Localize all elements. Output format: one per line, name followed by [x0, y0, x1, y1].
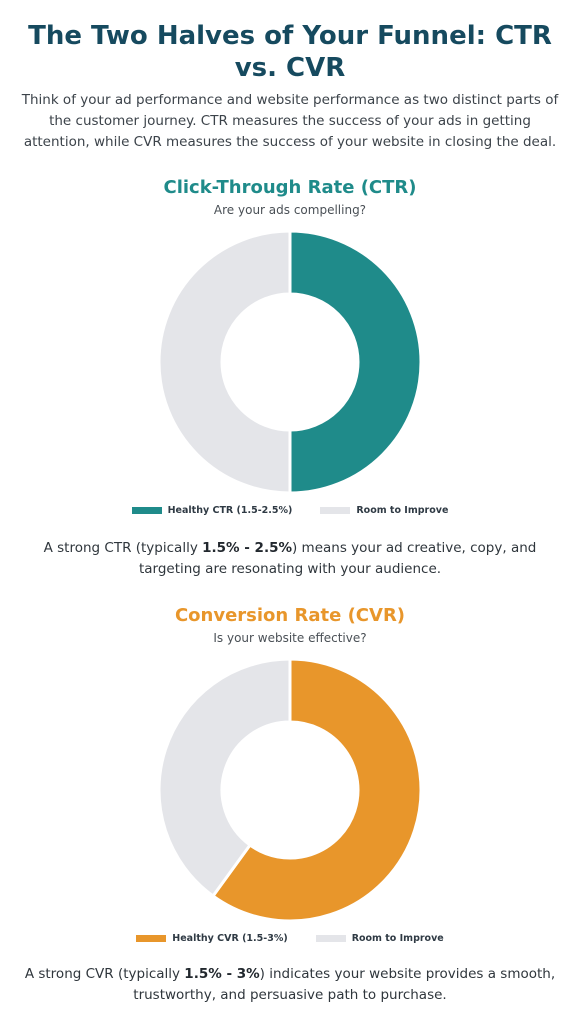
ctr-legend-label-improve: Room to Improve [356, 504, 449, 516]
ctr-donut-chart [158, 230, 422, 494]
cvr-description: A strong CVR (typically 1.5% - 3%) indic… [20, 964, 560, 1006]
cvr-slice-healthy [210, 658, 422, 922]
cvr-legend-swatch-healthy [136, 934, 167, 942]
cvr-desc-range: 1.5% - 3% [184, 966, 260, 982]
intro-text: Think of your ad performance and website… [21, 92, 559, 150]
ctr-description: A strong CTR (typically 1.5% - 2.5%) mea… [20, 538, 560, 580]
cvr-legend-item-improve: Room to Improve [315, 932, 444, 944]
cvr-desc-after: ) indicates your website provides a smoo… [133, 966, 556, 1003]
cvr-legend-swatch-improve [315, 934, 346, 942]
cvr-legend-label-healthy: Healthy CVR (1.5-3%) [172, 932, 288, 944]
cvr-legend-item-healthy: Healthy CVR (1.5-3%) [136, 932, 288, 944]
cvr-subtitle: Is your website effective? [213, 631, 367, 645]
ctr-legend: Healthy CTR (1.5-2.5%) Room to Improve [0, 502, 580, 518]
ctr-desc-before: A strong CTR (typically [43, 540, 203, 556]
ctr-slice-healthy [288, 230, 422, 494]
ctr-desc-after: ) means your ad creative, copy, and targ… [138, 540, 537, 577]
ctr-legend-item-healthy: Healthy CTR (1.5-2.5%) [131, 504, 293, 516]
cvr-desc-before: A strong CVR (typically [24, 966, 185, 982]
cvr-legend: Healthy CVR (1.5-3%) Room to Improve [0, 930, 580, 946]
ctr-title: Click-Through Rate (CTR) [163, 177, 417, 198]
cvr-legend-label-improve: Room to Improve [351, 932, 444, 944]
cvr-title: Conversion Rate (CVR) [174, 605, 406, 626]
cvr-donut-chart [158, 658, 422, 922]
page-title: The Two Halves of Your Funnel: CTR vs. C… [28, 21, 552, 83]
ctr-legend-item-improve: Room to Improve [320, 505, 448, 516]
ctr-desc-range: 1.5% - 2.5% [202, 540, 292, 556]
ctr-legend-swatch-healthy [131, 506, 162, 514]
ctr-subtitle: Are your ads compelling? [213, 203, 367, 217]
ctr-legend-label-healthy: Healthy CTR (1.5-2.5%) [167, 504, 293, 516]
ctr-legend-swatch-improve [320, 506, 351, 514]
ctr-slice-improve [158, 230, 292, 494]
cvr-slice-improve [158, 658, 292, 899]
